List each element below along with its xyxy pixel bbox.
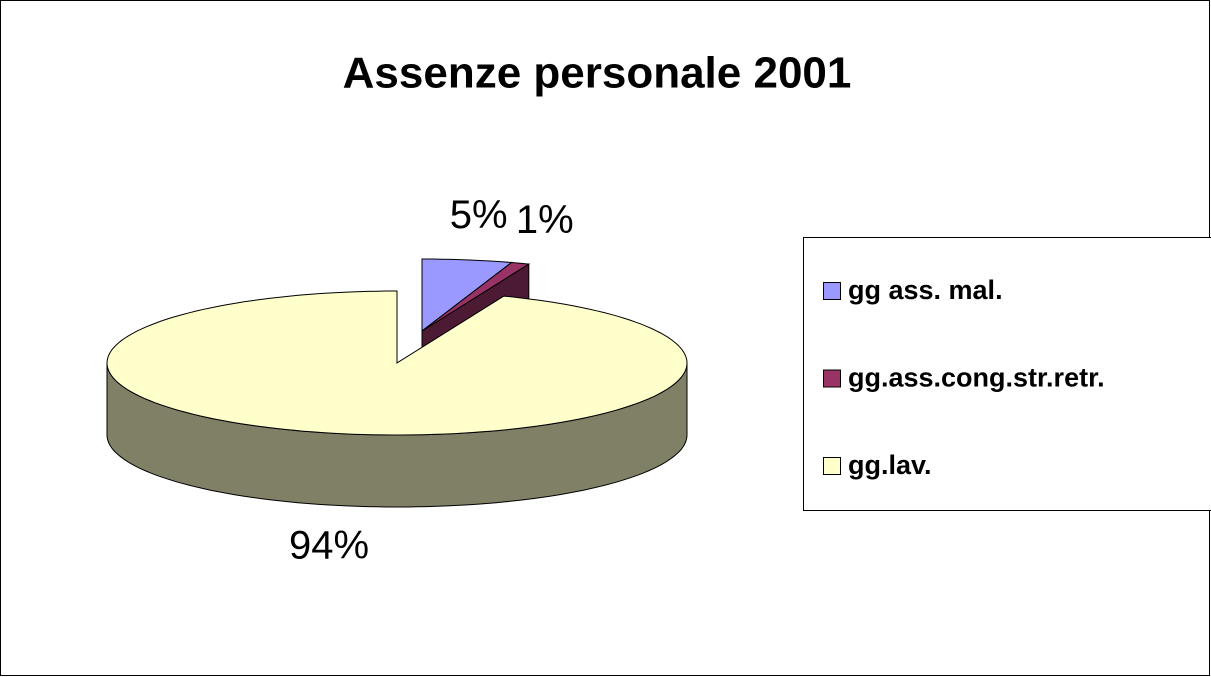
legend-label: gg.ass.cong.str.retr. [848,363,1105,393]
legend-label: gg.lav. [848,450,932,480]
legend-swatch [823,457,841,475]
data-label: 5% [450,193,508,237]
legend-box [803,237,1211,511]
pie-slice [106,290,688,436]
legend-label: gg ass. mal. [848,275,1003,305]
chart-title: Assenze personale 2001 [343,49,852,98]
pie-slice [421,258,513,333]
data-label: 1% [516,198,574,242]
legend-swatch [823,369,841,388]
legend-swatch [823,282,841,300]
data-label: 94% [289,524,369,568]
pie-slice [421,261,531,332]
